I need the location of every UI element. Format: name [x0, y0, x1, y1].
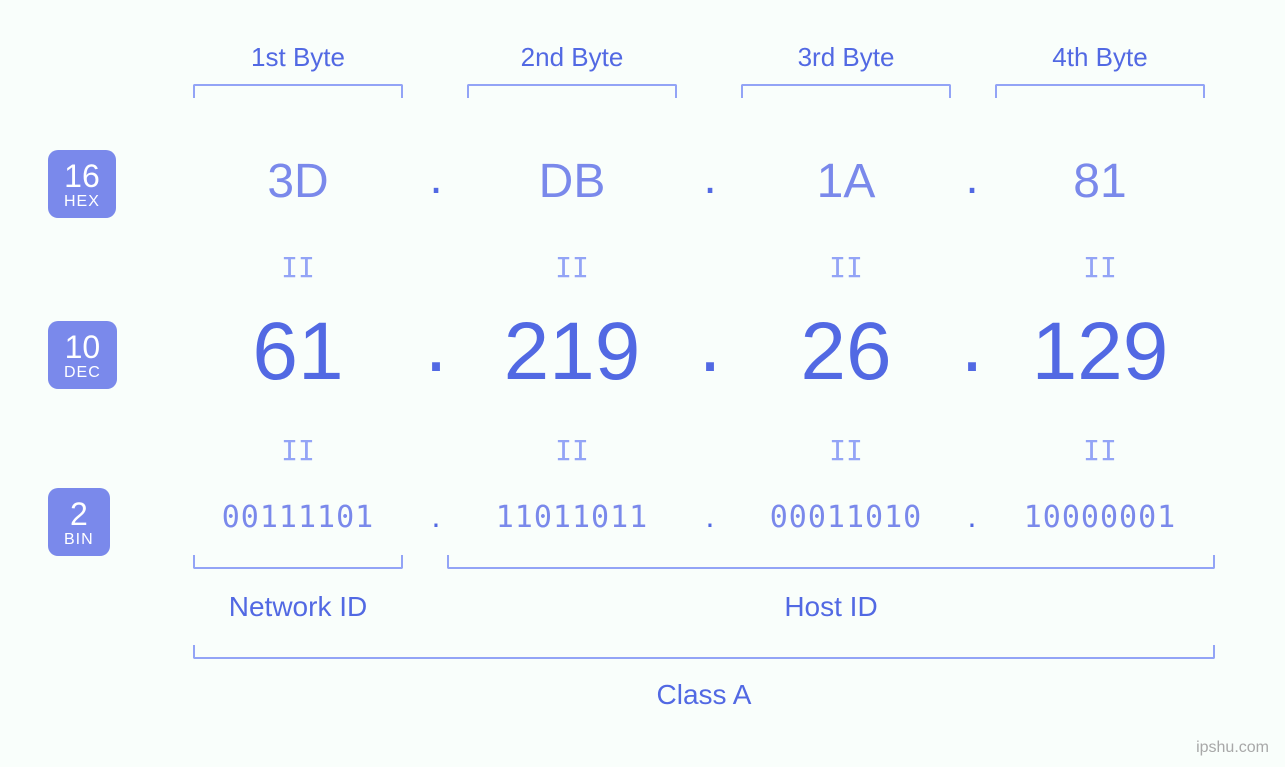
- host-id-bracket: [447, 555, 1215, 569]
- network-id-label: Network ID: [208, 591, 388, 623]
- dec-byte-1: 61: [198, 305, 398, 399]
- badge-bin: 2 BIN: [48, 488, 110, 556]
- dec-dot-3: .: [952, 297, 992, 391]
- badge-hex: 16 HEX: [48, 150, 116, 218]
- badge-hex-num: 16: [64, 160, 100, 192]
- byte-label-4: 4th Byte: [1020, 42, 1180, 73]
- badge-bin-label: BIN: [64, 532, 94, 548]
- class-bracket: [193, 645, 1215, 659]
- badge-dec-label: DEC: [64, 365, 101, 381]
- badge-dec-num: 10: [64, 331, 101, 363]
- dec-byte-3: 26: [746, 305, 946, 399]
- byte-label-2: 2nd Byte: [492, 42, 652, 73]
- badge-bin-num: 2: [64, 498, 94, 530]
- hex-dec-eq-3: II: [826, 251, 866, 284]
- hex-byte-2: DB: [472, 154, 672, 209]
- bin-byte-4: 10000001: [980, 500, 1220, 535]
- dec-byte-2: 219: [472, 305, 672, 399]
- dec-bin-eq-4: II: [1080, 434, 1120, 467]
- top-bracket-3: [741, 84, 951, 98]
- dec-dot-2: .: [690, 297, 730, 391]
- bin-dot-1: .: [416, 498, 456, 535]
- top-bracket-2: [467, 84, 677, 98]
- hex-byte-4: 81: [1000, 154, 1200, 209]
- bin-byte-2: 11011011: [452, 500, 692, 535]
- badge-dec: 10 DEC: [48, 321, 117, 389]
- top-bracket-1: [193, 84, 403, 98]
- byte-label-1: 1st Byte: [218, 42, 378, 73]
- hex-dec-eq-1: II: [278, 251, 318, 284]
- hex-dec-eq-2: II: [552, 251, 592, 284]
- host-id-label: Host ID: [751, 591, 911, 623]
- bin-byte-3: 00011010: [726, 500, 966, 535]
- dec-bin-eq-2: II: [552, 434, 592, 467]
- dec-bin-eq-3: II: [826, 434, 866, 467]
- hex-dot-3: .: [952, 150, 992, 205]
- dec-dot-1: .: [416, 297, 456, 391]
- hex-dec-eq-4: II: [1080, 251, 1120, 284]
- network-id-bracket: [193, 555, 403, 569]
- badge-hex-label: HEX: [64, 194, 100, 210]
- top-bracket-4: [995, 84, 1205, 98]
- hex-dot-1: .: [416, 150, 456, 205]
- hex-byte-1: 3D: [198, 154, 398, 209]
- dec-byte-4: 129: [1000, 305, 1200, 399]
- bin-byte-1: 00111101: [178, 500, 418, 535]
- hex-dot-2: .: [690, 150, 730, 205]
- hex-byte-3: 1A: [746, 154, 946, 209]
- watermark: ipshu.com: [1196, 739, 1269, 757]
- class-label: Class A: [624, 679, 784, 711]
- bin-dot-2: .: [690, 498, 730, 535]
- dec-bin-eq-1: II: [278, 434, 318, 467]
- byte-label-3: 3rd Byte: [766, 42, 926, 73]
